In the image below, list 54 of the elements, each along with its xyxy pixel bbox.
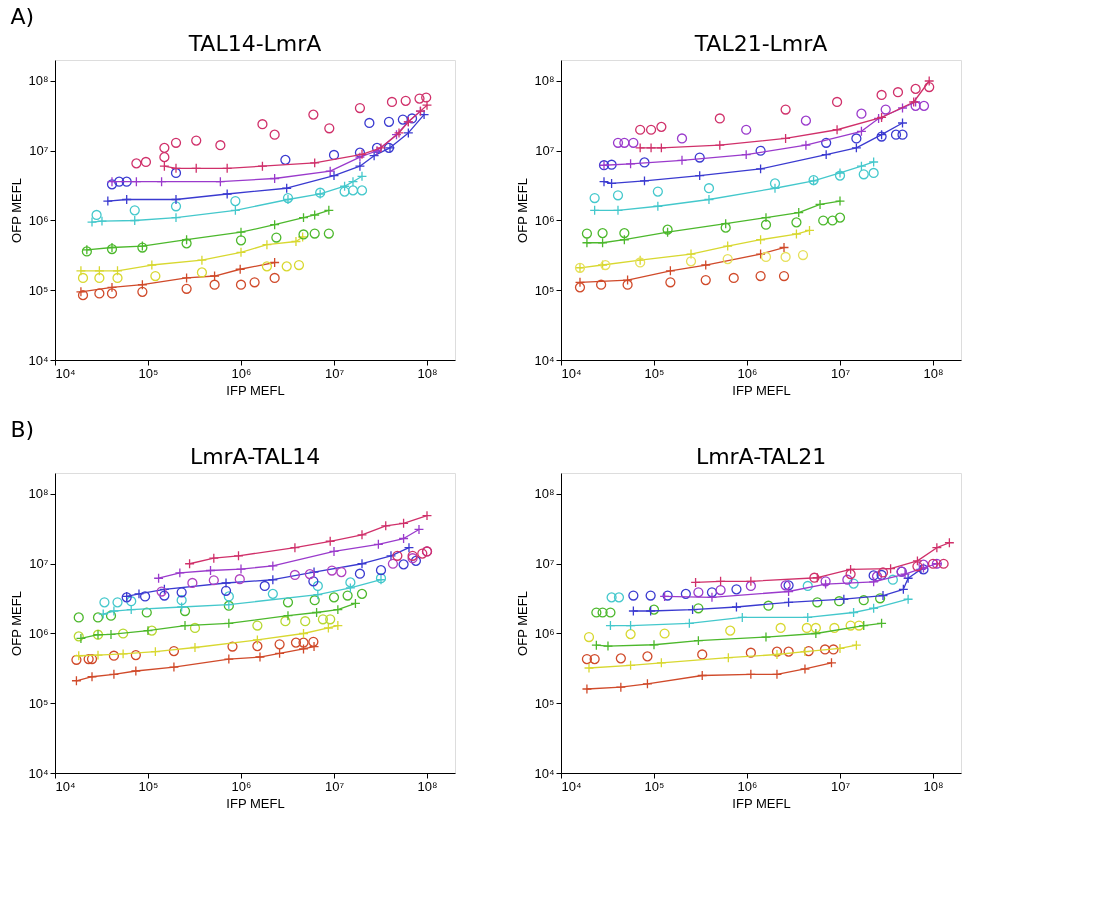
y-tick-label: 10⁵ (28, 695, 49, 711)
y-tick-label: 10⁷ (535, 143, 555, 159)
x-axis-title: IFP MEFL (226, 382, 285, 398)
y-axis-title: OFP MEFL (9, 178, 25, 243)
y-tick-label: 10⁸ (534, 486, 555, 502)
x-tick-label: 10⁶ (231, 778, 252, 794)
chart-title: TAL14-LmrA (187, 31, 322, 56)
y-tick-label: 10⁴ (534, 765, 555, 781)
y-tick-label: 10⁶ (28, 213, 49, 228)
y-tick-label: 10⁷ (29, 556, 49, 572)
y-tick-label: 10⁶ (534, 213, 555, 228)
y-tick-label: 10⁵ (534, 282, 555, 298)
x-tick-label: 10⁷ (830, 365, 851, 381)
x-axis-title: IFP MEFL (732, 382, 791, 398)
x-axis-title: IFP MEFL (226, 795, 285, 811)
x-tick-label: 10⁴ (55, 778, 76, 794)
x-tick-label: 10⁷ (324, 365, 345, 381)
y-axis-title: OFP MEFL (9, 591, 25, 656)
text: A) (10, 3, 35, 29)
y-tick-label: 10⁸ (534, 73, 555, 89)
x-tick-label: 10⁸ (923, 778, 944, 794)
y-tick-label: 10⁷ (29, 143, 49, 159)
y-axis-title: OFP MEFL (515, 178, 531, 243)
x-tick-label: 10⁷ (830, 778, 851, 794)
x-tick-label: 10⁶ (737, 365, 758, 381)
x-tick-label: 10⁶ (231, 365, 252, 381)
chart-title: LmrA-TAL21 (695, 444, 827, 469)
chart-title: LmrA-TAL14 (189, 444, 321, 469)
x-tick-label: 10⁵ (138, 365, 159, 381)
x-tick-label: 10⁴ (561, 778, 582, 794)
text: B) (10, 416, 35, 442)
x-tick-label: 10⁴ (561, 365, 582, 381)
y-tick-label: 10⁸ (28, 73, 49, 89)
y-tick-label: 10⁴ (534, 352, 555, 368)
y-tick-label: 10⁶ (534, 626, 555, 641)
y-tick-label: 10⁷ (535, 556, 555, 572)
x-tick-label: 10⁵ (644, 778, 665, 794)
y-tick-label: 10⁴ (28, 765, 49, 781)
x-tick-label: 10⁸ (923, 365, 944, 381)
x-tick-label: 10⁶ (737, 778, 758, 794)
y-tick-label: 10⁵ (28, 282, 49, 298)
y-tick-label: 10⁴ (28, 352, 49, 368)
y-tick-label: 10⁶ (28, 626, 49, 641)
x-tick-label: 10⁸ (417, 778, 438, 794)
y-tick-label: 10⁸ (28, 486, 49, 502)
x-tick-label: 10⁷ (324, 778, 345, 794)
x-tick-label: 10⁴ (55, 365, 76, 381)
x-tick-label: 10⁵ (138, 778, 159, 794)
y-tick-label: 10⁵ (534, 695, 555, 711)
x-tick-label: 10⁸ (417, 365, 438, 381)
chart-title: TAL21-LmrA (693, 31, 828, 56)
x-axis-title: IFP MEFL (732, 795, 791, 811)
y-axis-title: OFP MEFL (515, 591, 531, 656)
x-tick-label: 10⁵ (644, 365, 665, 381)
